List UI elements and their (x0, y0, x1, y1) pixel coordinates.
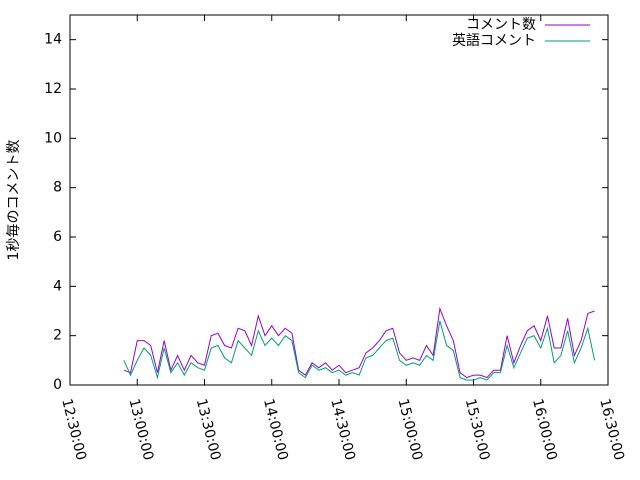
legend-label: 英語コメント (452, 32, 536, 49)
x-tick-label: 16:30:00 (596, 397, 627, 462)
x-tick-label: 15:30:00 (462, 397, 493, 462)
y-tick-label: 6 (53, 229, 62, 245)
x-tick-label: 16:00:00 (529, 397, 560, 462)
y-tick-label: 2 (53, 328, 62, 344)
y-tick-label: 0 (53, 377, 62, 393)
legend-label: コメント数 (466, 17, 536, 33)
y-tick-label: 8 (53, 180, 62, 196)
y-tick-label: 4 (53, 278, 62, 294)
x-tick-label: 13:30:00 (193, 397, 224, 462)
x-tick-label: 15:00:00 (394, 397, 425, 462)
x-tick-label: 13:00:00 (125, 397, 156, 462)
series-line (123, 320, 596, 381)
y-axis-label: 1秒毎のコメント数 (6, 140, 22, 261)
y-tick-label: 12 (44, 81, 62, 97)
y-tick-label: 10 (44, 130, 62, 146)
y-tick-label: 14 (44, 32, 62, 48)
x-tick-label: 14:00:00 (260, 397, 291, 462)
x-tick-label: 12:30:00 (58, 397, 89, 462)
series-line (123, 306, 595, 379)
plot-frame (69, 14, 609, 386)
x-tick-label: 14:30:00 (327, 397, 358, 462)
